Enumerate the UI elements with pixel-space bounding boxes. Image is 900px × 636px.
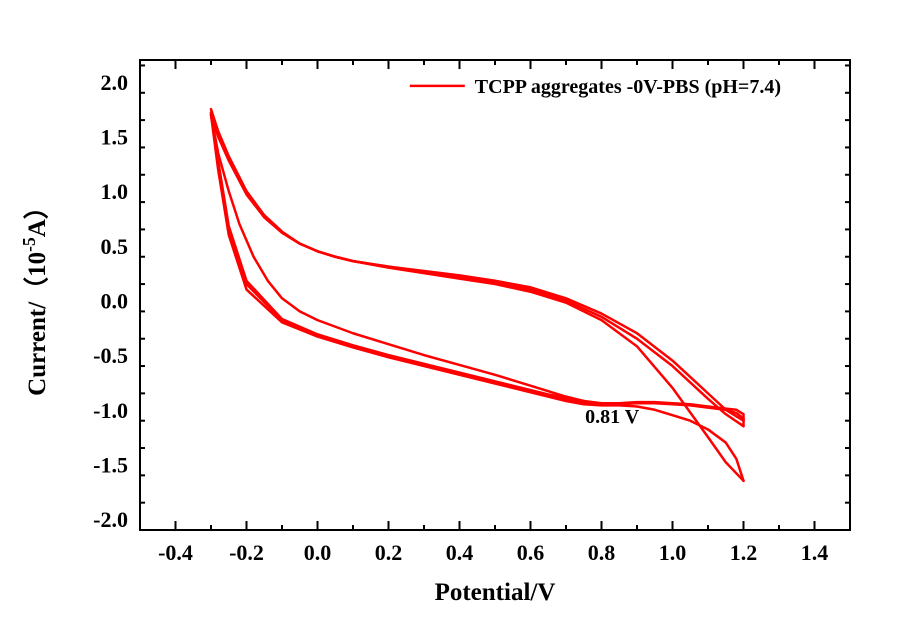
- cv-chart: -0.4 -0.2 0.0 0.2 0.4 0.6 0.8 1.0 1.2 1.4 -2.0 -1.5…: [0, 0, 900, 636]
- y-tick-label: -1.5: [93, 452, 128, 477]
- x-tick-label: 0.0: [304, 540, 332, 565]
- y-tick-label: 2.0: [101, 70, 129, 95]
- y-tick-label: 1.0: [101, 179, 129, 204]
- x-tick-label: 1.2: [730, 540, 758, 565]
- x-tick-label: -0.2: [229, 540, 264, 565]
- chart-svg: -0.4 -0.2 0.0 0.2 0.4 0.6 0.8 1.0 1.2 1.4 -2.0 -1.5…: [0, 0, 900, 636]
- x-tick-label: 1.0: [659, 540, 687, 565]
- y-axis-label: Current/（10-5A）: [19, 194, 51, 396]
- legend-label: TCPP aggregates -0V-PBS (pH=7.4): [475, 76, 781, 98]
- x-tick-label: 0.6: [517, 540, 545, 565]
- y-tick-label: 0.0: [101, 288, 129, 313]
- peak-annotation: 0.81 V: [585, 406, 640, 428]
- y-tick-label: -0.5: [93, 343, 128, 368]
- x-tick-label: 0.4: [446, 540, 474, 565]
- y-tick-label: -2.0: [93, 507, 128, 532]
- x-tick-label: -0.4: [158, 540, 193, 565]
- y-tick-label: 0.5: [101, 234, 129, 259]
- x-axis-label: Potential/V: [435, 579, 556, 606]
- y-tick-label: -1.0: [93, 398, 128, 423]
- x-tick-label: 0.8: [588, 540, 616, 565]
- x-tick-label: 0.2: [375, 540, 403, 565]
- y-tick-label: 1.5: [101, 125, 129, 150]
- x-tick-label: 1.4: [801, 540, 829, 565]
